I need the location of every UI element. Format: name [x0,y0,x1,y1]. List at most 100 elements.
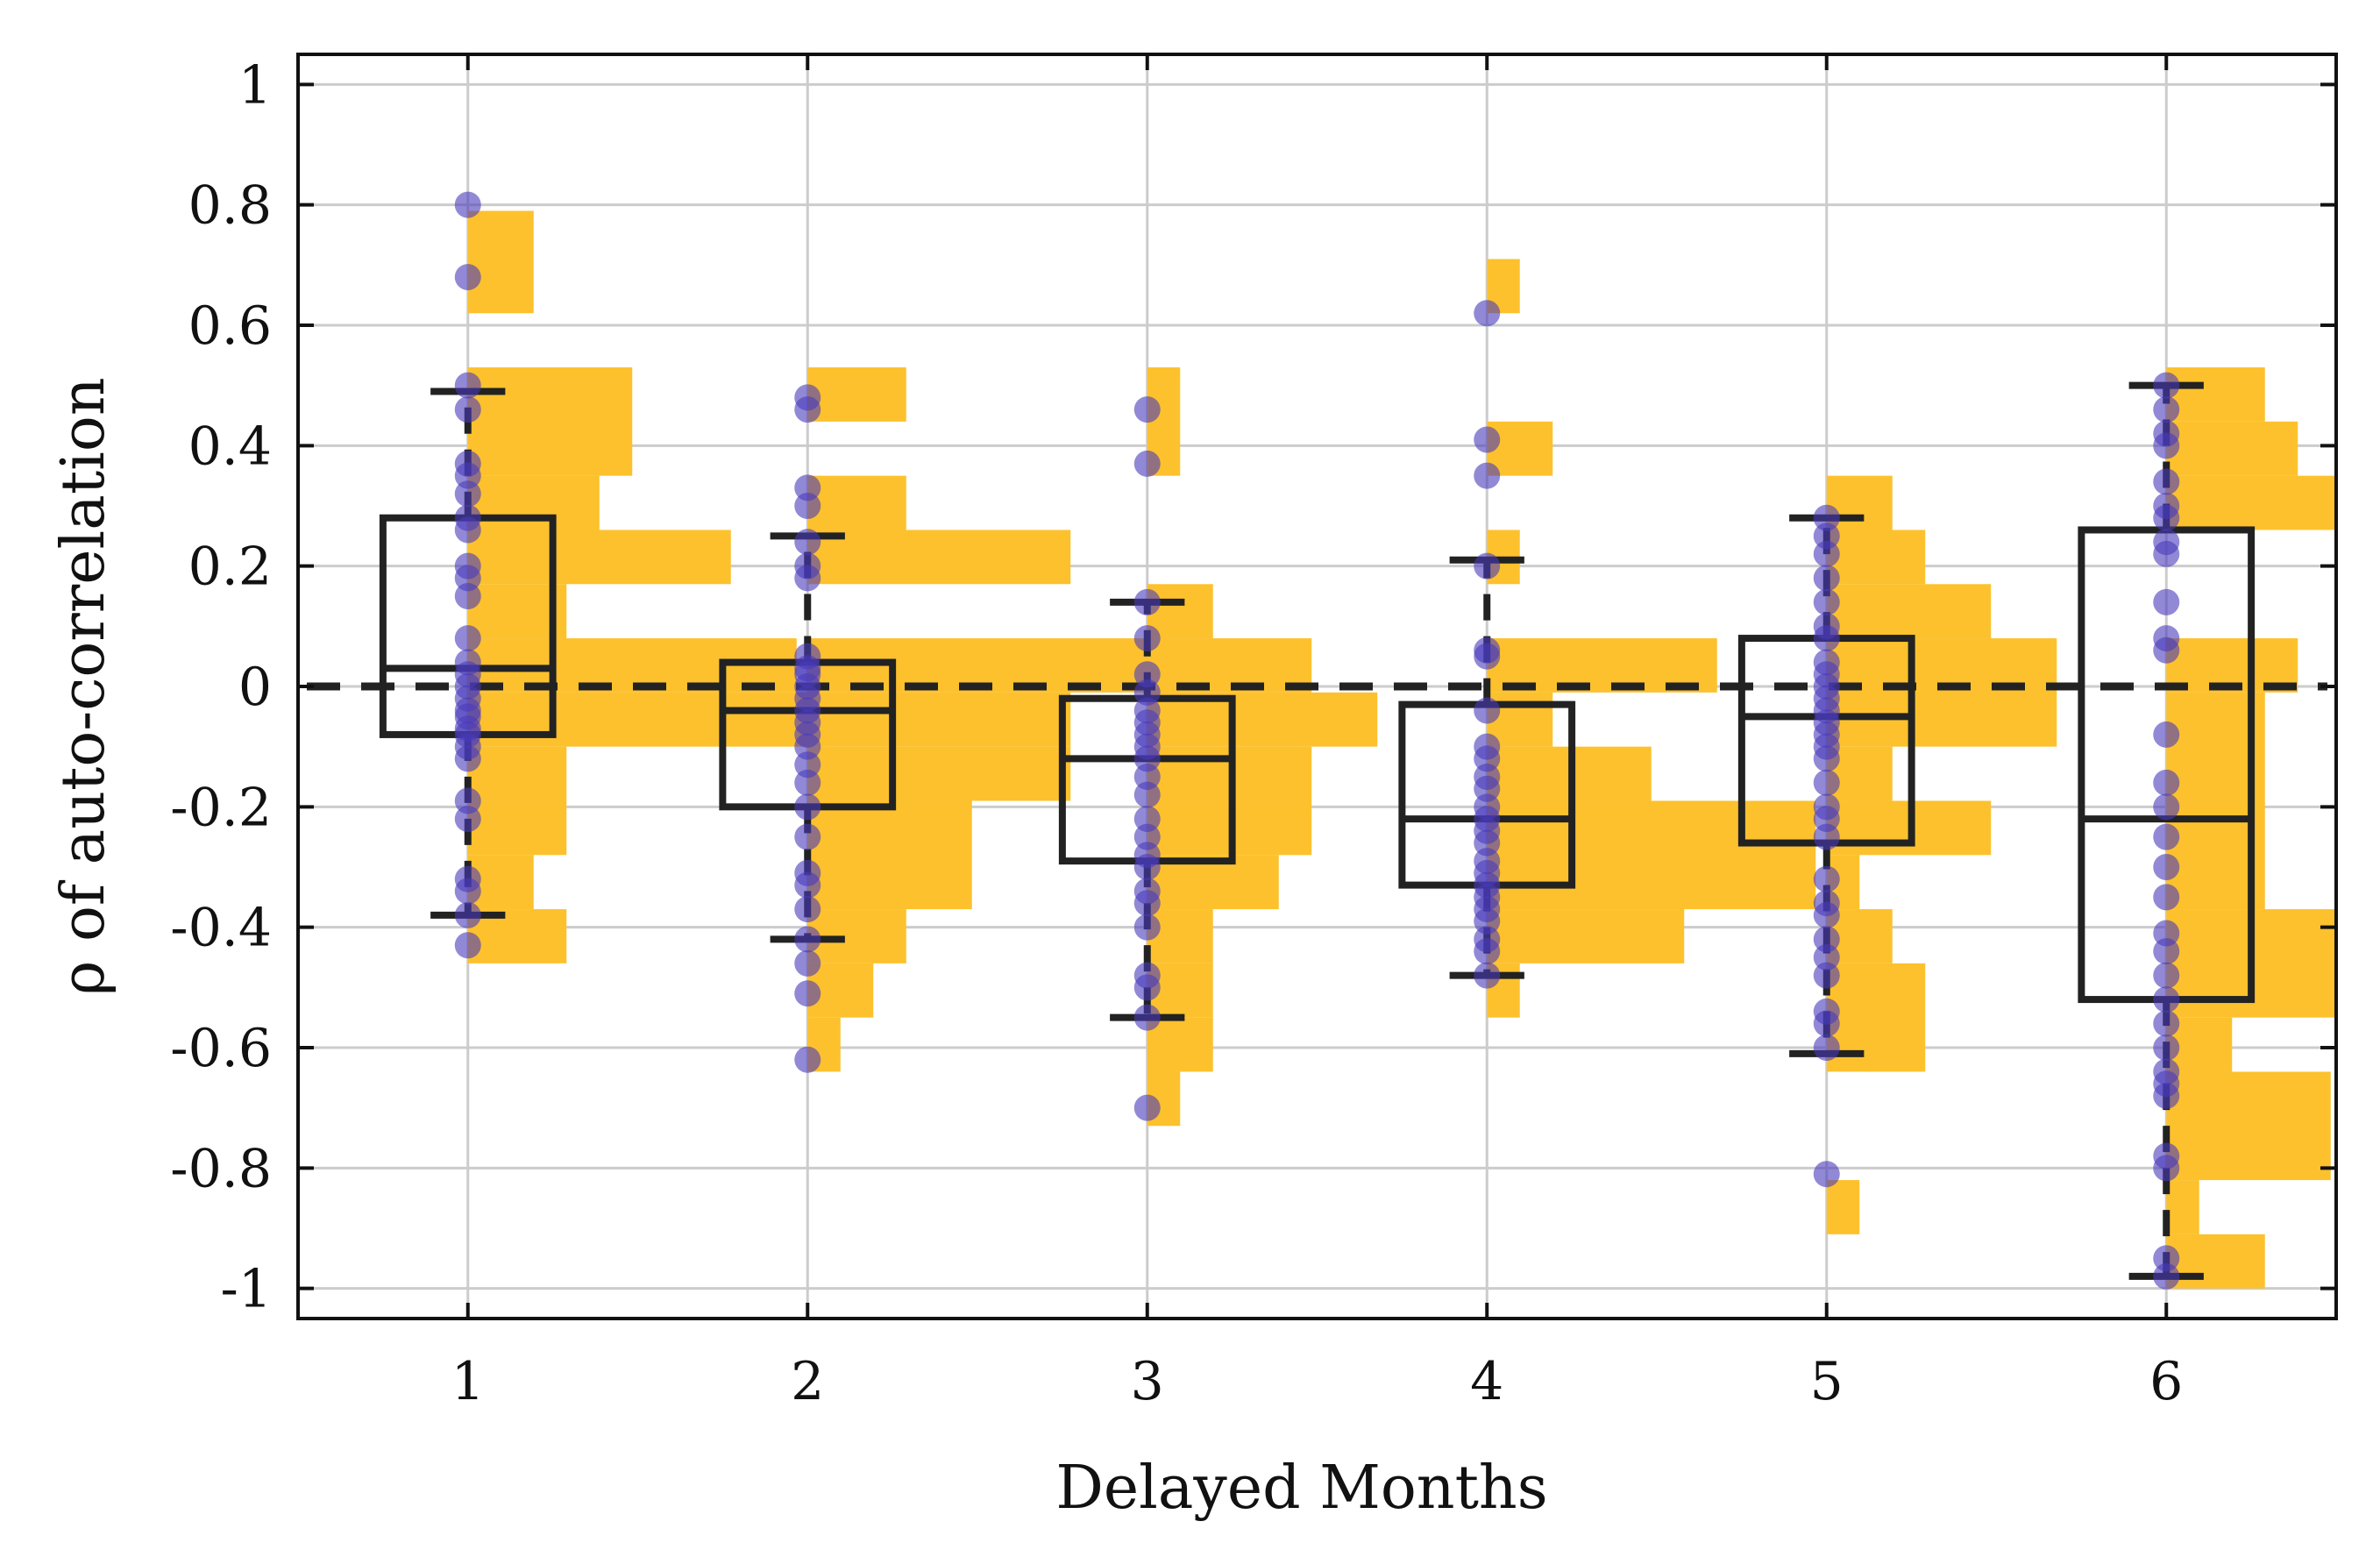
data-point [1133,588,1161,615]
histogram-bar [1826,638,2057,747]
data-point [1133,396,1161,423]
histogram-bar [1487,909,1685,963]
data-point [1813,823,1840,850]
data-point [1133,823,1161,850]
data-point [1133,974,1161,1001]
data-point [1474,462,1501,489]
plot-area [307,191,2336,1290]
data-point [1474,775,1501,802]
data-point [2153,793,2180,821]
x-tick-label: 1 [451,1351,485,1412]
data-point [454,932,481,959]
histogram-bar [467,210,534,314]
histogram-bar [807,746,1071,801]
data-point [1813,769,1840,796]
data-point [1813,523,1840,550]
data-points [454,191,2180,1290]
data-point [794,733,821,760]
data-point [1813,625,1840,652]
data-point [1133,679,1161,706]
data-point [794,474,821,501]
data-point [1813,1034,1840,1061]
data-point [1133,764,1161,790]
data-point [2153,769,2180,796]
data-point [454,806,481,833]
data-point [1474,962,1501,989]
y-tick-label: 0.6 [188,295,272,357]
data-point [2153,938,2180,965]
data-point [1133,781,1161,808]
data-point [2153,823,2180,850]
data-point [2153,962,2180,989]
data-point [1474,697,1501,724]
data-point [1474,829,1501,857]
data-point [1813,901,1840,928]
histogram-bar [2166,1180,2199,1234]
data-point [454,480,481,508]
data-point [2153,884,2180,911]
histogram-bar [467,692,830,747]
data-point [794,769,821,796]
histogram-bar [1826,584,1992,639]
data-point [2153,504,2180,531]
data-point [1133,890,1161,917]
histogram-bar [467,746,567,801]
data-point [454,516,481,544]
histogram-bar [2166,475,2336,530]
y-tick-label: 0 [238,657,272,718]
data-point [1133,625,1161,652]
data-point [1813,504,1840,531]
data-point [2153,432,2180,459]
data-point [1133,450,1161,477]
data-point [1813,944,1840,970]
y-tick-label: -1 [221,1259,272,1320]
y-tick-label: -0.2 [170,777,272,838]
data-point [794,926,821,953]
data-point [454,396,481,423]
y-tick-label: 0.8 [188,175,272,237]
y-tick-label: 0.2 [188,537,272,598]
data-point [454,745,481,772]
data-point [1474,907,1501,935]
y-tick-label: 0.4 [188,416,272,477]
data-point [454,625,481,652]
histogram-bar [1487,421,1553,476]
data-point [454,565,481,592]
y-tick-label: -0.8 [170,1138,272,1199]
data-point [794,565,821,592]
data-point [794,529,821,556]
histogram-bar [807,692,1071,747]
histogram-bar [1147,638,1312,693]
histogram-bar [1147,909,1213,963]
data-point [1133,661,1161,688]
histogram-bar [807,367,906,422]
data-point [794,823,821,850]
x-tick-label: 5 [1810,1351,1844,1412]
data-point [2153,1034,2180,1061]
data-point [1813,745,1840,772]
data-point [454,583,481,609]
histogram-bar [2166,421,2298,476]
y-tick-label: -0.6 [170,1018,272,1079]
data-point [454,191,481,218]
data-point [1133,745,1161,772]
data-point [2153,396,2180,423]
y-tick-label: -0.4 [170,898,272,959]
data-point [1813,865,1840,892]
tick-labels: 1 0.8 0.6 0.4 0.2 0 -0.2 -0.4 -0.6 -0.8 -1 1 2 3 4 5 6 [170,54,2183,1412]
data-point [1474,552,1501,579]
data-point [2153,1155,2180,1182]
data-point [1813,926,1840,953]
y-tick-label: 1 [238,54,272,116]
data-point [794,396,821,423]
data-point [1474,938,1501,965]
data-point [2153,986,2180,1013]
data-point [1813,1010,1840,1037]
histogram-bar [807,530,1071,585]
data-point [794,493,821,519]
data-point [2153,1082,2180,1109]
data-point [1813,540,1840,567]
data-point [2153,721,2180,748]
x-tick-label: 2 [791,1351,824,1412]
